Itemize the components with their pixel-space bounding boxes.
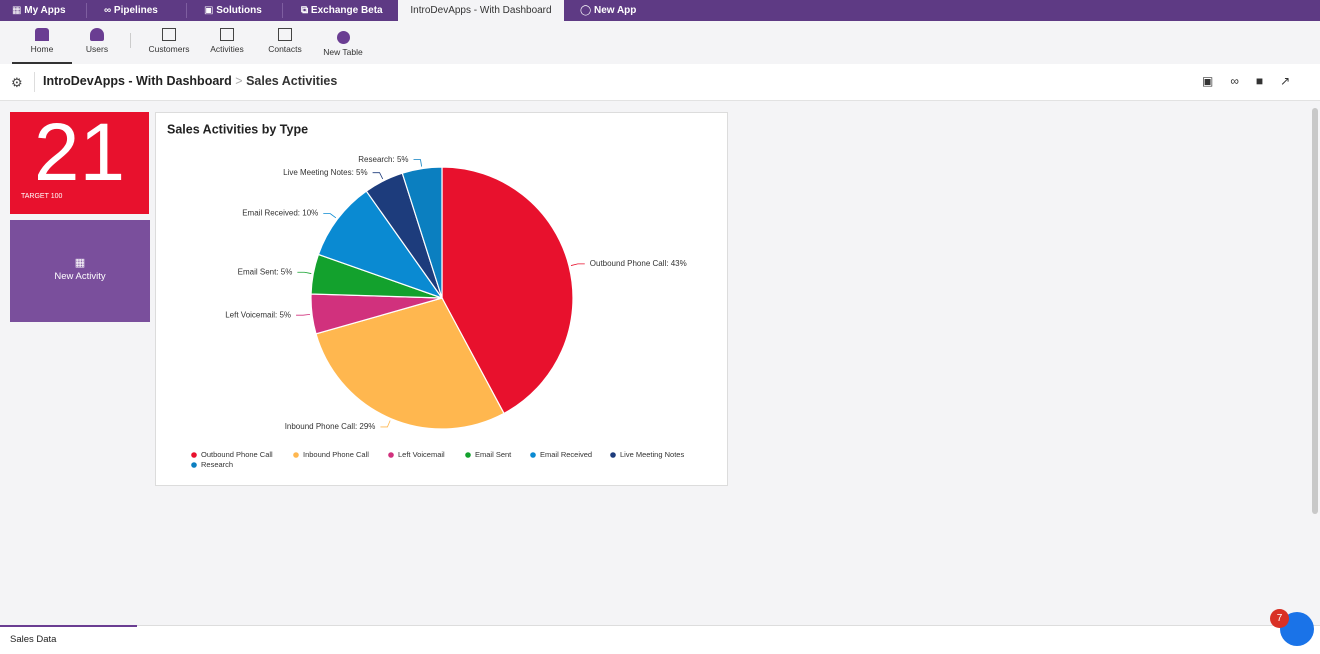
icon [278, 28, 292, 41]
leader-line [380, 420, 391, 428]
data-label: Left Voicemail: 5% [225, 310, 291, 319]
notification-badge: 7 [1270, 609, 1289, 628]
leader-line [570, 263, 585, 266]
legend-label: Inbound Phone Call [303, 450, 369, 459]
toolbar-label: Home [30, 44, 54, 54]
leader-line [297, 271, 312, 274]
chart-card: Sales Activities by Type Outbound Phone … [155, 112, 728, 486]
legend-label: Email Received [540, 450, 592, 459]
toolbar-item[interactable]: Home [12, 21, 72, 64]
nav-tab-label: My Apps [24, 5, 66, 16]
toolbar-item[interactable]: Activities [197, 21, 257, 64]
nav-tab[interactable]: ▦ My Apps [12, 5, 66, 16]
legend-label: Left Voicemail [398, 450, 445, 459]
breadcrumb-bar: ⚙ IntroDevApps - With Dashboard > Sales … [0, 64, 1320, 101]
toolbar-label: Contacts [268, 44, 302, 54]
data-label: Inbound Phone Call: 29% [285, 422, 376, 431]
pie-slice [441, 166, 574, 415]
chart: Sales Activities by Type Outbound Phone … [167, 122, 687, 469]
nav-tab[interactable]: ∞ Pipelines [104, 5, 158, 16]
top-nav: ▦ My Apps ∞ Pipelines ▣ Solutions ⧉ Exch… [0, 0, 1320, 21]
pie-slice [315, 297, 505, 430]
toolbar-item[interactable]: Contacts [255, 21, 315, 64]
kpi-tile: 21 TARGET 100 [10, 112, 149, 214]
chart-title: Sales Activities by Type [167, 122, 308, 136]
legend-marker [465, 452, 471, 458]
breadcrumb-page: Sales Activities [246, 74, 338, 88]
data-label: Email Received: 10% [242, 209, 318, 218]
legend-marker [530, 452, 536, 458]
toolbar-item[interactable]: Users [67, 21, 127, 64]
settings-icon[interactable]: ⚙ [11, 75, 23, 90]
tab-indicator [0, 625, 137, 627]
toolbar: Home Users Customers Activities Contacts… [0, 21, 1320, 64]
separator [86, 3, 87, 18]
nav-tab[interactable]: ▣ Solutions [204, 5, 262, 16]
tile-icon: ▦ [74, 257, 86, 269]
breadcrumb-separator: > [235, 74, 243, 88]
toolbar-label: Customers [148, 44, 190, 54]
data-label: Live Meeting Notes: 5% [283, 168, 368, 177]
toolbar-item[interactable]: Customers [139, 21, 199, 64]
legend-label: Outbound Phone Call [201, 450, 273, 459]
legend-marker [191, 462, 197, 468]
leader-line [372, 172, 384, 180]
icon [35, 28, 49, 41]
action-tile[interactable]: ▦ New Activity [10, 220, 150, 322]
nav-tab-label: IntroDevApps - With Dashboard [410, 5, 552, 16]
leader-line [296, 313, 311, 316]
scrollbar[interactable] [1312, 108, 1318, 514]
leader-line [323, 213, 337, 219]
separator [186, 3, 187, 18]
legend-marker [388, 452, 394, 458]
nav-tab-label: New App [593, 5, 637, 16]
footer: Sales Data [0, 625, 1320, 654]
data-label: Outbound Phone Call: 43% [590, 259, 687, 268]
toolbar-label: Users [85, 44, 109, 54]
legend-label: Research [201, 460, 233, 469]
icon [90, 28, 104, 41]
nav-tab-label: Solutions [216, 5, 262, 16]
kpi-target: TARGET 100 [21, 193, 63, 200]
toolbar-label: Activities [210, 44, 244, 54]
kpi-value: 21 [33, 107, 126, 198]
separator [130, 33, 131, 48]
pie-slice [401, 166, 443, 299]
leader-line [413, 159, 422, 167]
breadcrumb: IntroDevApps - With Dashboard > Sales Ac… [43, 74, 337, 88]
legend-label: Live Meeting Notes [620, 450, 684, 459]
data-label: Email Sent: 5% [238, 267, 293, 276]
separator [34, 72, 35, 92]
icon [220, 28, 234, 41]
data-label: Research: 5% [358, 155, 408, 164]
icon [336, 31, 350, 44]
legend-marker [610, 452, 616, 458]
breadcrumb-app[interactable]: IntroDevApps - With Dashboard [43, 74, 232, 88]
legend-marker [293, 452, 299, 458]
pie-slice [317, 190, 444, 300]
nav-tab-label: Exchange Beta [310, 5, 383, 16]
tile-label: New Activity [54, 271, 106, 282]
header-actions[interactable]: ▣∞■↗ [1202, 74, 1308, 88]
footer-tab[interactable]: Sales Data [10, 634, 57, 645]
nav-tab-label: Pipelines [113, 5, 158, 16]
nav-tab[interactable]: ⧉ Exchange Beta [301, 5, 383, 16]
legend-label: Email Sent [475, 450, 512, 459]
nav-tab[interactable]: ◯ New App [580, 5, 637, 16]
toolbar-label: New Table [323, 47, 363, 57]
separator [282, 3, 283, 18]
nav-tab-active[interactable]: IntroDevApps - With Dashboard [398, 0, 564, 21]
icon [162, 28, 176, 41]
toolbar-item[interactable]: New Table [313, 24, 373, 67]
legend-marker [191, 452, 197, 458]
